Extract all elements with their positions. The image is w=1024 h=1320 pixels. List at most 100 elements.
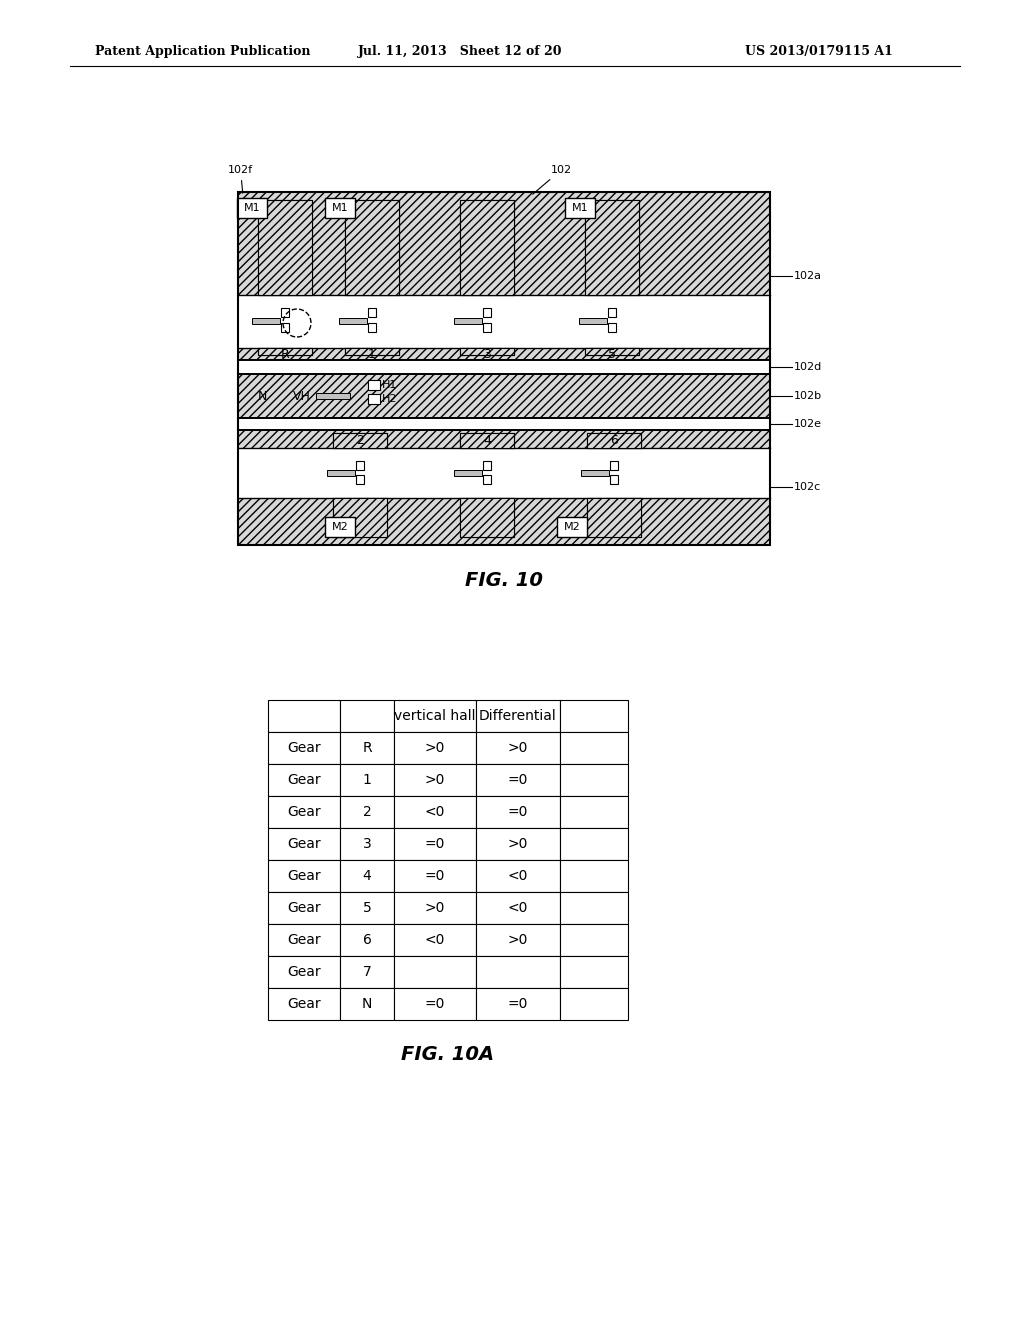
Bar [340,861,394,892]
Bar [333,498,387,537]
Bar [560,892,628,924]
Text: VH: VH [293,389,311,403]
Bar [252,318,280,323]
Bar [238,447,770,498]
Bar [454,318,482,323]
Bar [238,418,770,430]
Text: =0: =0 [425,837,445,851]
Text: =0: =0 [508,805,528,818]
Text: 2: 2 [362,805,372,818]
Bar [460,201,514,294]
Bar [460,348,514,355]
Bar [368,308,376,317]
Bar [560,700,628,733]
Bar [325,198,355,218]
Bar [268,828,340,861]
Text: Patent Application Publication: Patent Application Publication [95,45,310,58]
Text: 6: 6 [362,933,372,946]
Bar [483,323,490,333]
Text: N: N [257,389,266,403]
Text: Differential: Differential [479,709,557,723]
Bar [394,924,476,956]
Bar [345,201,399,294]
Text: Gear: Gear [287,774,321,787]
Bar [268,892,340,924]
Text: FIG. 10A: FIG. 10A [401,1045,495,1064]
Bar [268,987,340,1020]
Text: Gear: Gear [287,837,321,851]
Text: 1: 1 [368,347,376,360]
Bar [394,892,476,924]
Text: =0: =0 [508,774,528,787]
Text: >0: >0 [508,741,528,755]
Bar [281,308,289,317]
Text: >0: >0 [425,902,445,915]
Bar [368,380,380,389]
Bar [476,987,560,1020]
Text: Gear: Gear [287,933,321,946]
Text: =0: =0 [425,869,445,883]
Text: <0: <0 [425,933,445,946]
Bar [483,308,490,317]
Text: FIG. 10: FIG. 10 [465,570,543,590]
Bar [258,348,312,355]
Text: 5: 5 [608,347,616,360]
Text: >0: >0 [425,774,445,787]
Bar [394,764,476,796]
Bar [560,764,628,796]
Text: <0: <0 [425,805,445,818]
Text: vertical hall: vertical hall [394,709,476,723]
Bar [476,892,560,924]
Bar [581,470,609,477]
Bar [340,700,394,733]
Text: 102a: 102a [794,271,822,281]
Bar [316,393,350,399]
Bar [238,191,770,360]
Bar [268,700,340,733]
Bar [394,987,476,1020]
Text: M1: M1 [332,203,348,213]
Text: R: R [362,741,372,755]
Bar [476,924,560,956]
Bar [340,956,394,987]
Text: 4: 4 [483,433,490,446]
Bar [560,796,628,828]
Text: Gear: Gear [287,741,321,755]
Bar [356,475,364,484]
Bar [610,461,618,470]
Text: Gear: Gear [287,965,321,979]
Bar [394,828,476,861]
Text: 102f: 102f [228,165,253,193]
Bar [476,956,560,987]
Text: =0: =0 [425,997,445,1011]
Bar [238,374,770,418]
Bar [394,861,476,892]
Bar [587,433,641,447]
Bar [238,430,770,545]
Text: R: R [281,347,290,360]
Bar [460,348,514,355]
Bar [325,517,355,537]
Bar [476,861,560,892]
Bar [587,498,641,537]
Text: >0: >0 [508,933,528,946]
Text: 102e: 102e [794,418,822,429]
Bar [585,201,639,294]
Bar [476,764,560,796]
Bar [560,987,628,1020]
Bar [587,433,641,447]
Text: H2: H2 [382,393,397,404]
Bar [340,828,394,861]
Bar [258,201,312,294]
Bar [560,828,628,861]
Bar [579,318,607,323]
Bar [608,323,616,333]
Bar [356,461,364,470]
Bar [610,475,618,484]
Text: 4: 4 [362,869,372,883]
Text: 6: 6 [610,433,617,446]
Bar [333,433,387,447]
Text: 102: 102 [532,165,571,194]
Bar [268,956,340,987]
Bar [238,360,770,374]
